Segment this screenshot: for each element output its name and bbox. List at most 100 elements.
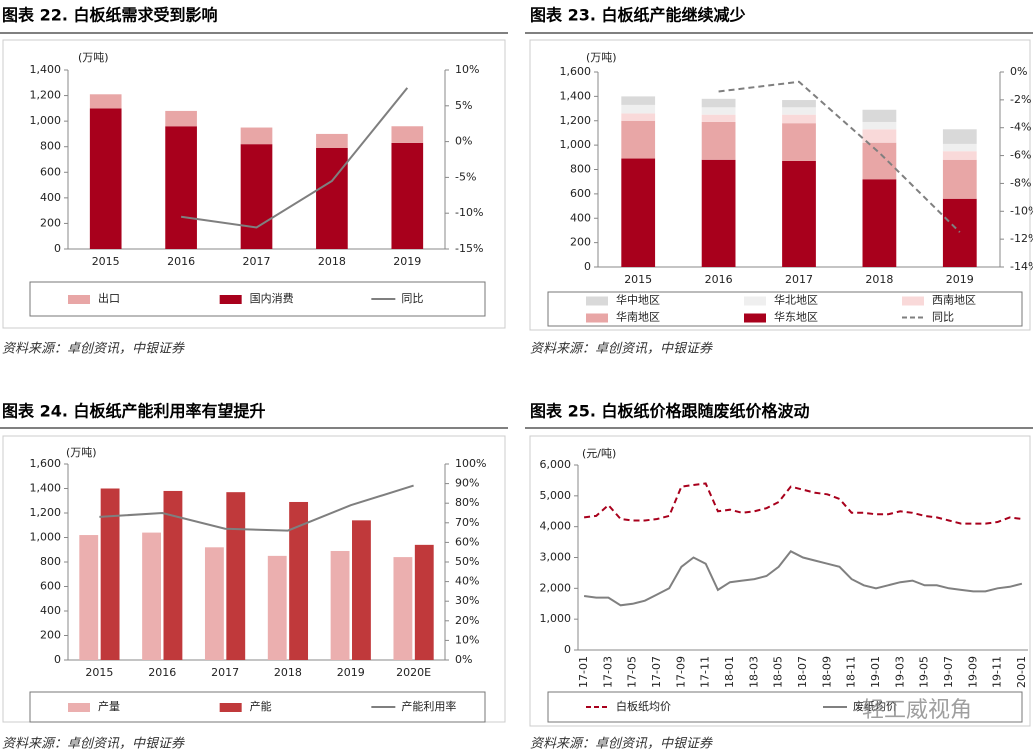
chart-frame — [529, 39, 1031, 331]
y2-tick-label: 100% — [455, 457, 486, 470]
x-tick-label: 2016 — [167, 255, 195, 268]
y-tick-label: 200 — [40, 216, 61, 229]
y2-tick-label: -10% — [455, 206, 483, 219]
bar — [204, 547, 224, 660]
bar — [393, 557, 413, 660]
bar-segment — [862, 121, 897, 130]
y-tick-label: 0 — [54, 653, 61, 666]
bar-segment — [621, 113, 656, 121]
y2-tick-label: -12% — [1010, 232, 1033, 245]
y-tick-label: 1,400 — [30, 63, 62, 76]
bar-segment — [621, 158, 656, 267]
y2-tick-label: 70% — [455, 516, 479, 529]
y-tick-label: 1,400 — [30, 482, 62, 495]
bar — [330, 550, 350, 660]
legend-label: 产能 — [250, 699, 272, 713]
x-tick-label: 2017 — [785, 273, 813, 286]
y-tick-label: 1,000 — [30, 114, 62, 127]
x-tick-label: 17-11 — [699, 656, 712, 688]
unit-label: (万吨) — [586, 51, 617, 64]
x-tick-label: 19-03 — [893, 656, 906, 688]
y-tick-label: 1,600 — [30, 457, 62, 470]
legend-label: 白板纸均价 — [616, 699, 671, 713]
y2-tick-label: -15% — [455, 242, 483, 255]
bar-segment — [782, 160, 816, 267]
x-tick-label: 2016 — [705, 273, 733, 286]
x-tick-label: 2020E — [396, 666, 431, 679]
y-tick-label: 200 — [570, 236, 591, 249]
y-tick-label: 2,000 — [540, 581, 572, 594]
bar — [163, 490, 183, 660]
y2-tick-label: 0% — [455, 653, 472, 666]
legend-swatch — [744, 296, 766, 306]
bar-segment — [782, 123, 816, 161]
bar — [100, 488, 120, 660]
legend-label: 华中地区 — [616, 293, 660, 307]
y2-tick-label: -14% — [1010, 260, 1033, 273]
legend-frame — [547, 291, 1023, 327]
legend-swatch — [902, 296, 924, 306]
y2-tick-label: 80% — [455, 496, 479, 509]
source-note: 资料来源：卓创资讯，中银证券 — [2, 342, 185, 357]
y2-tick-label: 50% — [455, 555, 479, 568]
x-tick-label: 17-05 — [626, 656, 639, 688]
legend-label: 华东地区 — [774, 310, 818, 324]
x-tick-label: 2018 — [865, 273, 893, 286]
x-tick-label: 18-07 — [796, 656, 809, 688]
chart-title: 图表 23. 白板纸产能继续减少 — [530, 6, 746, 25]
bar-segment — [240, 144, 273, 249]
y-tick-label: 3,000 — [540, 551, 572, 564]
bar-segment — [701, 121, 736, 160]
x-tick-label: 18-01 — [723, 656, 736, 688]
x-tick-label: 2019 — [393, 255, 421, 268]
unit-label: (元/吨) — [582, 447, 616, 460]
y2-tick-label: 0% — [1010, 65, 1027, 78]
y-tick-label: 0 — [54, 242, 61, 255]
x-tick-label: 17-01 — [577, 656, 590, 688]
line-series — [180, 87, 409, 229]
y2-tick-label: 20% — [455, 614, 479, 627]
bar-segment — [165, 110, 197, 127]
y2-tick-label: 10% — [455, 633, 479, 646]
x-tick-label: 20-01 — [1015, 656, 1028, 688]
y-tick-label: 1,200 — [30, 506, 62, 519]
legend-label: 废纸均价 — [853, 699, 897, 713]
y-tick-label: 400 — [40, 191, 61, 204]
y2-tick-label: 30% — [455, 594, 479, 607]
y-tick-label: 4,000 — [540, 520, 572, 533]
legend-swatch — [586, 296, 608, 306]
x-tick-label: 17-03 — [601, 656, 614, 688]
unit-label: (万吨) — [78, 51, 109, 64]
line-series — [718, 80, 961, 233]
x-tick-label: 19-01 — [869, 656, 882, 688]
y-tick-label: 800 — [40, 140, 61, 153]
bar-segment — [862, 109, 897, 122]
legend-swatch — [586, 313, 608, 323]
chart-frame — [529, 435, 1031, 727]
bar — [79, 535, 99, 660]
line-series — [583, 482, 1023, 525]
bar-segment — [621, 120, 656, 159]
legend-swatch — [219, 703, 242, 712]
x-tick-label: 2015 — [624, 273, 652, 286]
y-tick-label: 400 — [40, 604, 61, 617]
x-tick-label: 2016 — [148, 666, 176, 679]
bar-segment — [782, 107, 816, 115]
watermark: 轻工威视角 — [862, 698, 972, 723]
bar-segment — [782, 114, 816, 124]
legend-label: 同比 — [401, 292, 423, 305]
legend-frame — [29, 281, 486, 317]
y-tick-label: 0 — [584, 260, 591, 273]
y2-tick-label: -2% — [1010, 93, 1031, 106]
bar-segment — [89, 94, 122, 109]
legend-label: 国内消费 — [250, 291, 294, 305]
source-note: 资料来源：卓创资讯，中银证券 — [530, 342, 713, 357]
bar — [414, 544, 434, 660]
legend-swatch — [744, 313, 766, 323]
source-note: 资料来源：卓创资讯，中银证券 — [530, 737, 713, 752]
y2-tick-label: -4% — [1010, 121, 1031, 134]
x-tick-label: 19-07 — [942, 656, 955, 688]
bar — [142, 532, 161, 660]
chart-title: 图表 24. 白板纸产能利用率有望提升 — [2, 402, 266, 421]
legend-label: 华南地区 — [616, 310, 660, 324]
